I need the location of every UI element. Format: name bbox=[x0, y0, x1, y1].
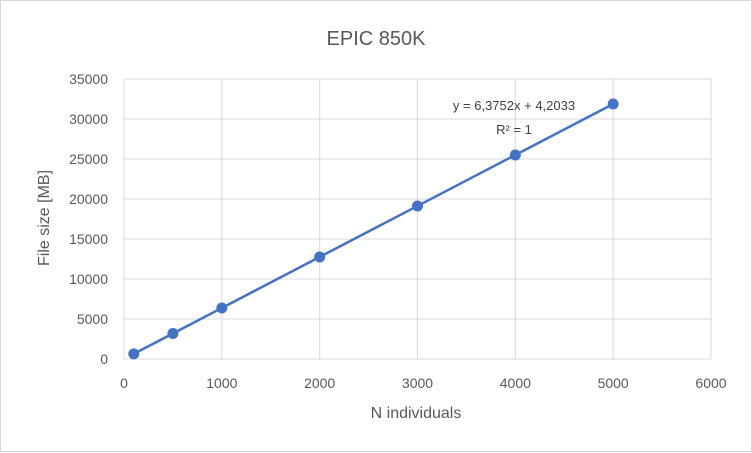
y-axis-tick-labels: 0 5000 10000 15000 20000 25000 30000 35000 bbox=[69, 71, 108, 367]
data-point bbox=[314, 251, 326, 263]
y-tick-label: 15000 bbox=[69, 231, 108, 247]
trendline-r-squared: R² = 1 bbox=[496, 122, 532, 137]
data-point bbox=[412, 200, 423, 212]
y-tick-label: 35000 bbox=[69, 71, 108, 87]
chart-title: EPIC 850K bbox=[327, 28, 427, 50]
y-tick-label: 30000 bbox=[69, 111, 108, 127]
x-tick-label: 2000 bbox=[304, 375, 335, 391]
y-tick-label: 25000 bbox=[69, 151, 108, 167]
trendline-equation: y = 6,3752x + 4,2033 bbox=[453, 98, 575, 113]
data-point bbox=[167, 327, 179, 339]
data-point bbox=[216, 302, 228, 314]
data-point bbox=[509, 149, 521, 161]
y-tick-label: 5000 bbox=[77, 311, 108, 327]
trendline bbox=[133, 102, 614, 355]
y-axis-title: File size [MB] bbox=[36, 170, 53, 266]
x-tick-label: 1000 bbox=[206, 375, 237, 391]
y-tick-label: 0 bbox=[100, 351, 108, 367]
gridlines bbox=[123, 78, 712, 360]
data-point bbox=[128, 348, 140, 360]
data-point bbox=[607, 98, 619, 110]
data-points bbox=[128, 98, 619, 360]
y-tick-label: 10000 bbox=[69, 271, 108, 287]
x-tick-label: 0 bbox=[120, 375, 128, 391]
x-tick-label: 5000 bbox=[598, 375, 629, 391]
x-tick-label: 6000 bbox=[695, 375, 726, 391]
x-tick-label: 4000 bbox=[500, 375, 531, 391]
x-tick-label: 3000 bbox=[402, 375, 433, 391]
y-tick-label: 20000 bbox=[69, 191, 108, 207]
x-axis-tick-labels: 0 1000 2000 3000 4000 5000 6000 bbox=[120, 375, 727, 391]
x-axis-title: N individuals bbox=[371, 405, 462, 422]
